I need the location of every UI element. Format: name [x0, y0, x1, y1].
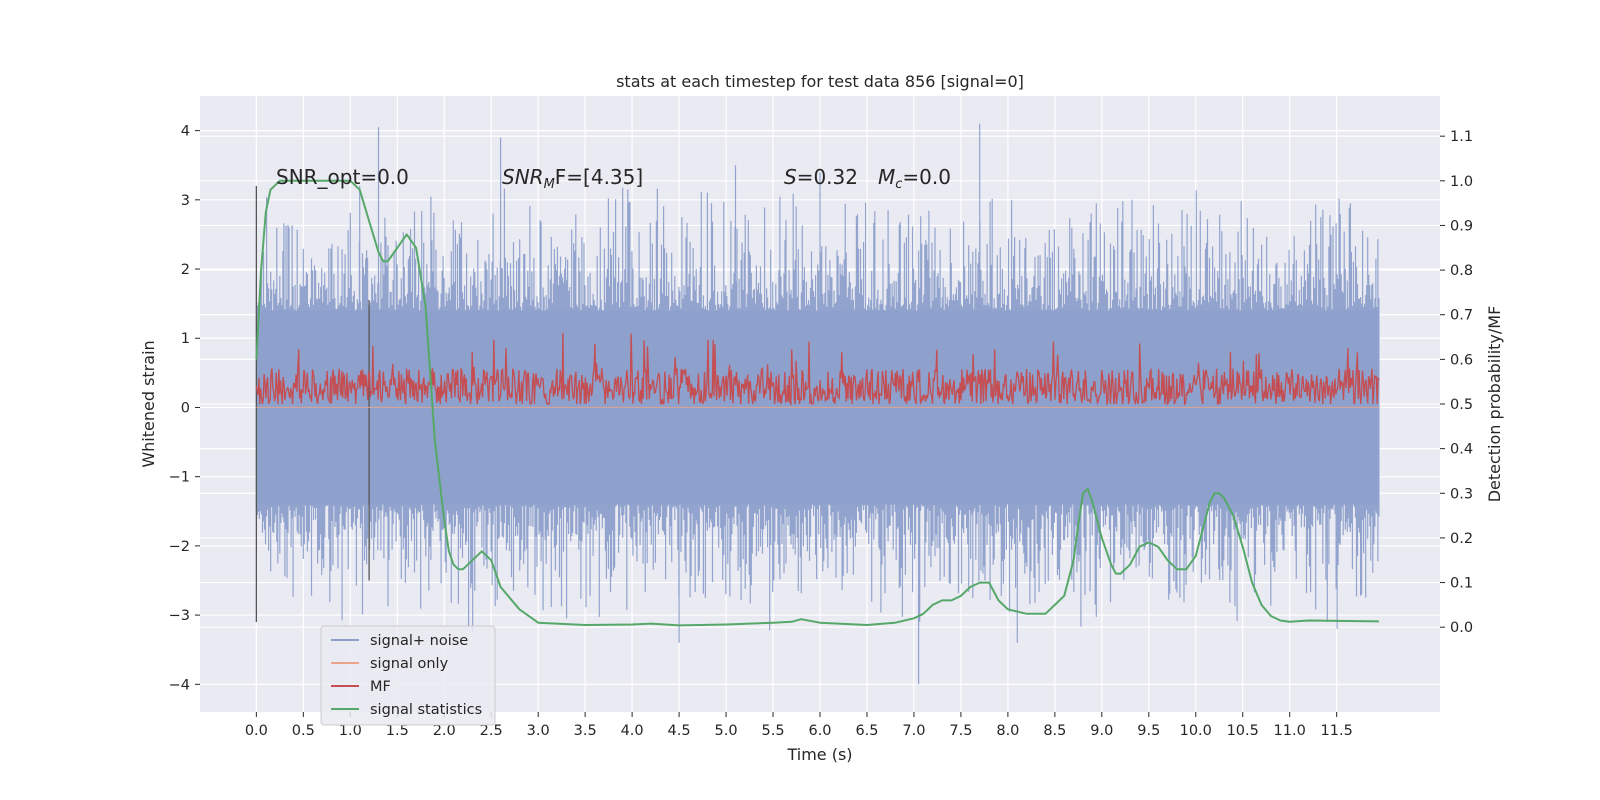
- legend-label-mf: MF: [370, 679, 391, 695]
- mf-line: [255, 332, 1380, 407]
- snr-mf-prefix: SNR: [502, 165, 544, 189]
- y-left-tick-label: −1: [169, 470, 190, 486]
- x-tick-label: 5.5: [761, 723, 784, 739]
- x-tick-label: 9.0: [1090, 723, 1113, 739]
- y-right-tick-label: 1.1: [1450, 129, 1473, 145]
- y-left-tick-label: 3: [181, 193, 190, 209]
- x-tick-label: 8.0: [996, 723, 1019, 739]
- x-tick-label: 11.0: [1274, 723, 1306, 739]
- x-axis-label: Time (s): [786, 745, 852, 764]
- series-mf: [255, 332, 1380, 407]
- x-tick-label: 1.5: [386, 723, 409, 739]
- y-right-tick-label: 0.3: [1450, 486, 1473, 502]
- x-tick-label: 0.5: [292, 723, 315, 739]
- snr-mf-subscript: M: [544, 177, 555, 192]
- x-tick-label: 3.0: [527, 723, 550, 739]
- y-right-tick-label: 0.1: [1450, 576, 1473, 592]
- x-tick-label: 10.0: [1180, 723, 1212, 739]
- chart-title: stats at each timestep for test data 856…: [616, 72, 1024, 91]
- x-tick-label: 6.5: [855, 723, 878, 739]
- series-signal-statistics: [255, 179, 1379, 627]
- y-right-tick-label: 0.6: [1450, 352, 1473, 368]
- y-right-tick-label: 0.2: [1450, 531, 1473, 547]
- y-right-tick-label: 0.5: [1450, 397, 1473, 413]
- vertical-markers: [255, 185, 370, 623]
- annotation-snr-mf: SNRMF=[4.35]: [502, 165, 643, 192]
- x-tick-label: 4.0: [621, 723, 644, 739]
- x-tick-label: 0.0: [245, 723, 268, 739]
- y-left-tick-label: −4: [169, 677, 190, 693]
- y-left-tick-label: 1: [181, 331, 190, 347]
- y-axis-label-left: Whitened strain: [139, 340, 158, 467]
- legend-label-signal-statistics: signal statistics: [370, 702, 482, 718]
- axis-ticks: 0.0 0.5 1.0 1.5 2.0 2.5 3.0 3.5 4.0 4.5 5.0 5.5 6.0 6…: [169, 124, 1473, 739]
- x-tick-label: 4.5: [668, 723, 691, 739]
- legend-label-signal-noise: signal+ noise: [370, 633, 468, 649]
- y-axis-label-right: Detection probability/MF: [1485, 306, 1504, 503]
- x-tick-label: 11.5: [1321, 723, 1353, 739]
- x-tick-label: 7.0: [902, 723, 925, 739]
- mc-subscript: c: [895, 177, 902, 192]
- signal-statistics-line: [255, 179, 1379, 627]
- y-right-tick-label: 0.0: [1450, 620, 1473, 636]
- y-right-tick-label: 1.0: [1450, 174, 1473, 190]
- s-value: =0.32: [797, 165, 858, 189]
- y-right-tick-label: 0.4: [1450, 442, 1473, 458]
- y-right-tick-label: 0.9: [1450, 218, 1473, 234]
- y-left-tick-label: 2: [181, 262, 190, 278]
- x-tick-label: 6.0: [808, 723, 831, 739]
- s-symbol: S: [784, 165, 797, 189]
- legend: signal+ noise signal only MF signal stat…: [320, 625, 496, 726]
- mc-symbol: M: [878, 165, 895, 189]
- legend-box: [320, 625, 496, 726]
- x-tick-label: 5.0: [715, 723, 738, 739]
- y-left-tick-label: 4: [181, 124, 190, 140]
- y-right-tick-label: 0.8: [1450, 263, 1473, 279]
- annotation-snr-opt: SNR_opt=0.0: [276, 165, 409, 189]
- snr-mf-value: F=[4.35]: [555, 165, 643, 189]
- y-left-tick-label: 0: [181, 400, 190, 416]
- x-tick-label: 1.0: [339, 723, 362, 739]
- x-tick-label: 10.5: [1227, 723, 1259, 739]
- y-left-tick-label: −3: [169, 608, 190, 624]
- x-tick-label: 9.5: [1137, 723, 1160, 739]
- legend-label-signal-only: signal only: [370, 656, 449, 672]
- x-tick-label: 7.5: [949, 723, 972, 739]
- y-right-tick-label: 0.7: [1450, 308, 1473, 324]
- x-tick-label: 2.0: [433, 723, 456, 739]
- x-tick-label: 3.5: [574, 723, 597, 739]
- mc-value: =0.0: [902, 165, 951, 189]
- annotation-s: S=0.32: [784, 165, 858, 189]
- x-tick-label: 2.5: [480, 723, 503, 739]
- y-left-tick-label: −2: [169, 539, 190, 555]
- x-tick-label: 8.5: [1043, 723, 1066, 739]
- annotation-mc: Mc=0.0: [878, 165, 951, 192]
